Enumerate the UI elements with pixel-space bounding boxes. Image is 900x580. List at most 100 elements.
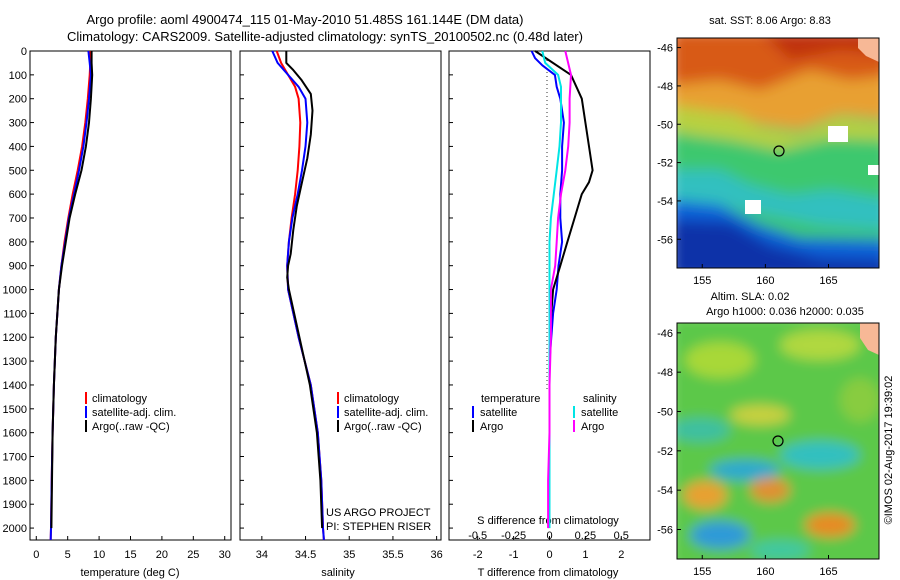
- temperature-line-argo: [50, 51, 94, 529]
- t-difference-x-label: T difference from climatology: [478, 567, 619, 579]
- land-new-zealand-islands: [860, 323, 879, 355]
- x-tick-label: 0: [546, 549, 552, 561]
- lon-tick-label: 165: [819, 275, 837, 287]
- legend-title-temperature: temperature: [481, 393, 540, 405]
- lon-tick-label: 155: [693, 566, 711, 578]
- depth-tick-label: 700: [9, 213, 27, 225]
- sst-map-lon-axis: 155 160 165: [693, 264, 838, 287]
- legend-title-salinity: salinity: [583, 393, 617, 405]
- salinity-x-axis: 34 34.5 35 35.5 36: [256, 536, 443, 561]
- depth-tick-label: 1400: [3, 380, 27, 392]
- lon-tick-label: 160: [756, 566, 774, 578]
- s-difference-top-axis: -0.5 -0.25 0 0.25 0.5: [468, 530, 629, 542]
- lon-tick-label: 160: [756, 275, 774, 287]
- lat-tick-label: -50: [657, 407, 673, 419]
- lon-tick-label: 165: [819, 566, 837, 578]
- lat-tick-label: -46: [657, 43, 673, 55]
- figure-title-line-1: Argo profile: aoml 4900474_115 01-May-20…: [87, 12, 524, 27]
- s-diff-tick-label: 0: [546, 530, 552, 542]
- x-tick-label: 35.5: [382, 549, 403, 561]
- sla-map-lon-axis: 155 160 165: [693, 555, 838, 578]
- sla-field: [677, 323, 879, 559]
- sla-map-frame: [676, 322, 880, 560]
- legend-label-temp-argo: Argo: [480, 421, 503, 433]
- x-tick-label: 20: [156, 549, 168, 561]
- credit-pi: PI: STEPHEN RISER: [326, 521, 431, 533]
- s-diff-line-argo: [547, 50, 572, 529]
- salinity-x-label: salinity: [321, 567, 355, 579]
- t-diff-line-argo: [534, 50, 594, 338]
- cloud-mask-patch: [828, 126, 848, 142]
- x-tick-label: 25: [187, 549, 199, 561]
- x-tick-label: 10: [93, 549, 105, 561]
- x-tick-label: 35: [343, 549, 355, 561]
- t-difference-x-axis: -2 -1 0 1 2: [473, 536, 624, 561]
- x-tick-label: 2: [618, 549, 624, 561]
- land-new-zealand-islands: [858, 38, 879, 62]
- depth-tick-label: 1800: [3, 475, 27, 487]
- temperature-line-climatology: [49, 51, 92, 541]
- depth-tick-label: 1000: [3, 285, 27, 297]
- sla-map-lat-axis: -46 -48 -50 -52 -54 -56: [657, 328, 681, 537]
- lat-tick-label: -56: [657, 234, 673, 246]
- temperature-x-axis: 0 5 10 15 20 25 30: [33, 536, 231, 561]
- depth-tick-label: 300: [9, 118, 27, 130]
- legend-label-satellite: satellite-adj. clim.: [344, 407, 428, 419]
- x-tick-label: 34.5: [295, 549, 316, 561]
- temperature-panel-frame: [29, 50, 232, 541]
- cloud-mask-patch: [868, 165, 879, 175]
- lat-tick-label: -50: [657, 119, 673, 131]
- lat-tick-label: -52: [657, 158, 673, 170]
- lat-tick-label: -46: [657, 328, 673, 340]
- depth-tick-label: 1600: [3, 428, 27, 440]
- s-diff-tick-label: 0.5: [614, 530, 629, 542]
- legend-label-climatology: climatology: [92, 393, 148, 405]
- x-tick-label: 30: [219, 549, 231, 561]
- x-tick-label: 5: [65, 549, 71, 561]
- legend-label-argo: Argo(..raw -QC): [344, 421, 422, 433]
- depth-tick-label: 2000: [3, 523, 27, 535]
- sst-map-lat-axis: -46 -48 -50 -52 -54 -56: [657, 43, 681, 246]
- depth-tick-label: 1500: [3, 404, 27, 416]
- x-tick-label: 36: [431, 549, 443, 561]
- cloud-mask-patch: [745, 200, 761, 214]
- depth-tick-label: 600: [9, 189, 27, 201]
- depth-tick-label: 400: [9, 141, 27, 153]
- sst-map: [677, 38, 879, 268]
- lat-tick-label: -54: [657, 485, 673, 497]
- lon-tick-label: 155: [693, 275, 711, 287]
- depth-tick-label: 900: [9, 261, 27, 273]
- depth-tick-label: 1200: [3, 332, 27, 344]
- depth-tick-label: 200: [9, 94, 27, 106]
- x-tick-label: -1: [509, 549, 519, 561]
- depth-tick-label: 1100: [3, 308, 27, 320]
- salinity-line-satellite: [271, 50, 325, 541]
- profile-lines: [49, 50, 594, 541]
- depth-axis: 0 100 200 300 400 500 600 700 800 900 1000 1100 1200…: [3, 46, 453, 535]
- t-diff-line-satellite: [530, 50, 565, 385]
- s-diff-tick-label: -0.5: [468, 530, 487, 542]
- argo-float-marker: [773, 145, 785, 157]
- x-tick-label: 34: [256, 549, 268, 561]
- legend-label-climatology: climatology: [344, 393, 400, 405]
- legend-label-sal-argo: Argo: [581, 421, 604, 433]
- depth-tick-label: 1300: [3, 356, 27, 368]
- sst-map-title: sat. SST: 8.06 Argo: 8.83: [709, 15, 831, 27]
- depth-tick-label: 100: [9, 70, 27, 82]
- legend-label-temp-satellite: satellite: [480, 407, 517, 419]
- x-tick-label: 15: [124, 549, 136, 561]
- depth-tick-label: 1900: [3, 499, 27, 511]
- x-tick-label: 0: [33, 549, 39, 561]
- sst-map-frame: [676, 37, 880, 269]
- depth-tick-label: 800: [9, 237, 27, 249]
- temperature-x-label: temperature (deg C): [80, 567, 179, 579]
- sla-map-title: Altim. SLA: 0.02: [711, 291, 790, 303]
- salinity-line-argo: [285, 51, 324, 529]
- depth-tick-label: 1700: [3, 452, 27, 464]
- sla-map-subtitle: Argo h1000: 0.036 h2000: 0.035: [706, 306, 864, 318]
- imos-timestamp: ©IMOS 02-Aug-2017 19:39:02: [883, 376, 895, 525]
- depth-tick-label: 500: [9, 165, 27, 177]
- legend-label-satellite: satellite-adj. clim.: [92, 407, 176, 419]
- x-tick-label: 1: [582, 549, 588, 561]
